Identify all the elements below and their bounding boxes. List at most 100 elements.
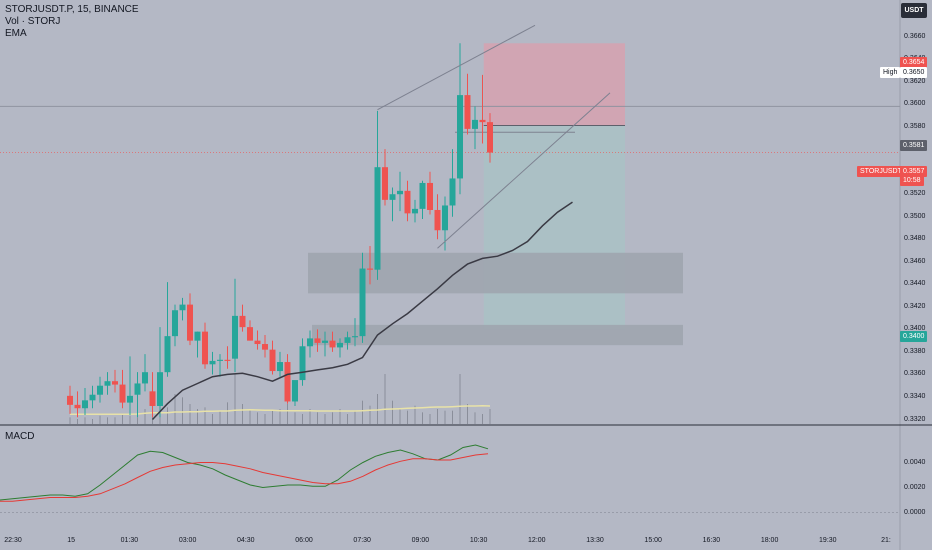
volume-bar bbox=[99, 415, 101, 424]
bullish-candle bbox=[374, 167, 381, 270]
currency-button[interactable]: USDT bbox=[901, 3, 927, 18]
high-label: High bbox=[880, 67, 901, 78]
volume-bar bbox=[279, 409, 281, 424]
bullish-candle bbox=[89, 394, 96, 401]
price-tick-label: 0.3600 bbox=[904, 100, 926, 108]
bearish-candle bbox=[74, 404, 81, 409]
bearish-candle bbox=[284, 362, 291, 402]
price-tick-label: 0.3520 bbox=[904, 190, 926, 198]
volume-bar bbox=[219, 410, 221, 424]
time-tick-label: 16:30 bbox=[702, 537, 721, 544]
bullish-candle bbox=[457, 95, 463, 179]
volume-bar bbox=[189, 404, 191, 424]
volume-bar bbox=[474, 412, 476, 424]
bearish-candle bbox=[119, 384, 126, 403]
volume-bar bbox=[459, 374, 461, 424]
bearish-candle bbox=[247, 327, 253, 341]
ema-legend[interactable]: EMA bbox=[5, 28, 27, 39]
trendline bbox=[437, 92, 611, 249]
price-tick-label: 0.3380 bbox=[904, 347, 926, 355]
time-tick-label: 15:00 bbox=[644, 537, 662, 544]
volume-bar bbox=[129, 415, 131, 424]
volume-bar bbox=[422, 412, 423, 424]
time-tick-label: 15 bbox=[67, 537, 76, 544]
take-profit-zone bbox=[483, 125, 625, 330]
volume-bar bbox=[114, 417, 116, 424]
volume-bar bbox=[257, 412, 258, 424]
volume-bar bbox=[392, 400, 393, 424]
bearish-candle bbox=[329, 340, 336, 348]
volume-bar bbox=[399, 409, 401, 424]
price-tick-label: 0.3660 bbox=[904, 32, 926, 40]
volume-bar bbox=[489, 409, 491, 424]
time-tick-label: 01:30 bbox=[120, 537, 139, 544]
bearish-candle bbox=[427, 182, 433, 210]
bullish-candle bbox=[134, 383, 141, 395]
price-tick-label: 0.3340 bbox=[904, 393, 926, 400]
trendline bbox=[377, 24, 536, 111]
volume-legend[interactable]: Vol · STORJ bbox=[5, 16, 61, 27]
volume-bar bbox=[167, 407, 168, 424]
price-tick-label: 0.3360 bbox=[904, 370, 926, 378]
volume-bar bbox=[204, 407, 206, 424]
time-tick-label: 09:00 bbox=[411, 537, 430, 544]
bearish-candle bbox=[67, 395, 73, 405]
macd-tick-label: 0.0000 bbox=[904, 508, 926, 516]
ema-line bbox=[151, 201, 573, 421]
volume-bar bbox=[437, 409, 438, 424]
signal-line bbox=[0, 453, 489, 502]
macd-legend[interactable]: MACD bbox=[5, 431, 35, 442]
bullish-candle bbox=[359, 268, 366, 337]
volume-bar bbox=[339, 409, 341, 424]
bullish-candle bbox=[82, 400, 88, 409]
stop-price-badge: 0.3654 bbox=[900, 57, 928, 68]
entry-price-badge: 0.3581 bbox=[900, 140, 928, 151]
bearish-candle bbox=[112, 381, 118, 385]
bearish-candle bbox=[479, 119, 486, 123]
bullish-candle bbox=[277, 362, 283, 372]
target-price-badge: 0.3400 bbox=[900, 331, 928, 342]
macd-line bbox=[0, 444, 489, 501]
volume-bar bbox=[182, 397, 183, 424]
volume-bar bbox=[264, 414, 266, 424]
bullish-candle bbox=[232, 315, 238, 359]
macd-tick-label: 0.0020 bbox=[904, 483, 926, 491]
bullish-candle bbox=[157, 372, 163, 406]
bullish-candle bbox=[97, 385, 103, 395]
volume-bar bbox=[144, 409, 146, 424]
bullish-candle bbox=[442, 205, 448, 231]
bearish-candle bbox=[382, 167, 388, 200]
bullish-candle bbox=[209, 360, 216, 365]
symbol-legend[interactable]: STORJUSDT.P, 15, BINANCE bbox=[5, 4, 139, 15]
volume-bar bbox=[234, 374, 236, 424]
volume-bar bbox=[362, 400, 363, 424]
high-value-badge: 0.3650 bbox=[900, 67, 928, 78]
volume-bar bbox=[272, 410, 273, 424]
time-tick-label: 03:00 bbox=[178, 537, 197, 544]
volume-bar bbox=[429, 414, 431, 424]
stop-loss-zone bbox=[483, 43, 625, 126]
volume-bar bbox=[414, 405, 416, 424]
volume-bar bbox=[369, 405, 371, 424]
bearish-candle bbox=[487, 122, 493, 153]
bullish-candle bbox=[164, 336, 171, 373]
bullish-candle bbox=[299, 346, 306, 381]
bullish-candle bbox=[194, 331, 201, 341]
bearish-candle bbox=[434, 209, 441, 231]
bullish-candle bbox=[344, 337, 351, 343]
time-tick-label: 07:30 bbox=[353, 537, 371, 544]
price-tick-label: 0.3480 bbox=[904, 235, 926, 243]
volume-bar bbox=[227, 402, 228, 424]
volume-bar bbox=[324, 414, 326, 424]
time-tick-label: 10:30 bbox=[469, 537, 488, 544]
current-price-badge: 0.3557 bbox=[900, 166, 928, 177]
bearish-candle bbox=[314, 338, 321, 343]
volume-bar bbox=[287, 404, 288, 424]
price-tick-label: 0.3320 bbox=[904, 415, 926, 423]
price-tick-label: 0.3400 bbox=[904, 325, 926, 333]
macd-tick-label: 0.0040 bbox=[904, 458, 926, 466]
volume-bar bbox=[84, 417, 86, 424]
volume-bar bbox=[212, 414, 213, 424]
bearish-candle bbox=[262, 344, 268, 350]
